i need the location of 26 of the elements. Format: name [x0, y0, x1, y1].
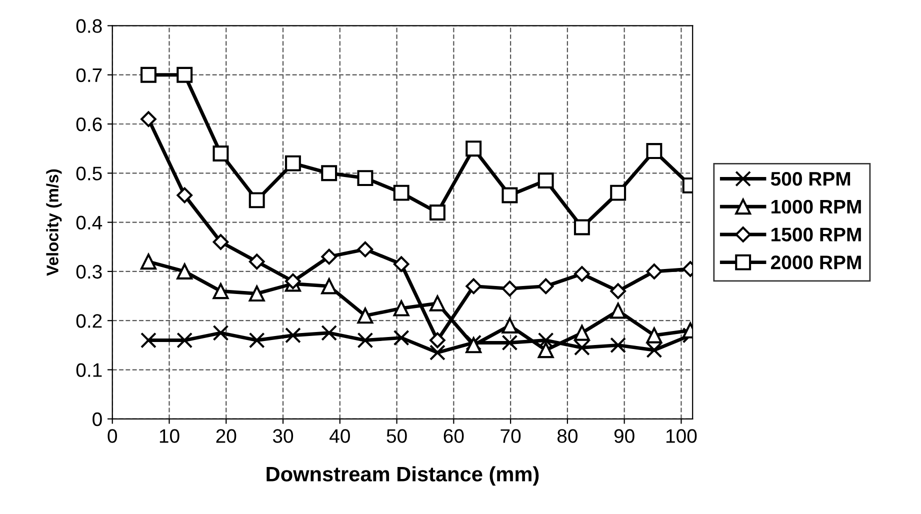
x-axis-title: Downstream Distance (mm)	[266, 466, 539, 486]
y-tick-label: 0.7	[76, 68, 102, 82]
y-tick-label: 0.6	[76, 117, 102, 132]
x-tick-label: 50	[386, 429, 407, 443]
x-tick-label: 0	[108, 429, 118, 443]
x-tick-label: 30	[272, 429, 294, 443]
legend-label: 1000 RPM	[772, 200, 861, 214]
y-tick-label: 0.4	[76, 216, 102, 230]
y-tick-label: 0.5	[76, 166, 102, 180]
y-tick-label: 0.3	[76, 264, 102, 279]
x-tick-label: 70	[500, 429, 521, 443]
y-tick-label: 0.2	[76, 314, 102, 328]
legend-label: 2000 RPM	[770, 256, 861, 270]
y-tick-label: 0	[92, 412, 102, 426]
legend-label: 1500 RPM	[772, 228, 861, 242]
x-tick-label: 40	[330, 429, 350, 443]
y-tick-label: 0.8	[76, 19, 102, 33]
y-axis-title: Velocity (m/s)	[46, 169, 62, 276]
y-tick-label: 0.1	[76, 363, 102, 377]
legend-label: 500 RPM	[770, 172, 850, 186]
x-tick-label: 80	[557, 429, 578, 443]
x-tick-label: 60	[444, 429, 464, 443]
x-tick-label: 100	[666, 429, 697, 443]
x-tick-label: 20	[216, 429, 236, 443]
x-tick-label: 90	[614, 429, 634, 443]
x-tick-label: 10	[160, 429, 180, 443]
